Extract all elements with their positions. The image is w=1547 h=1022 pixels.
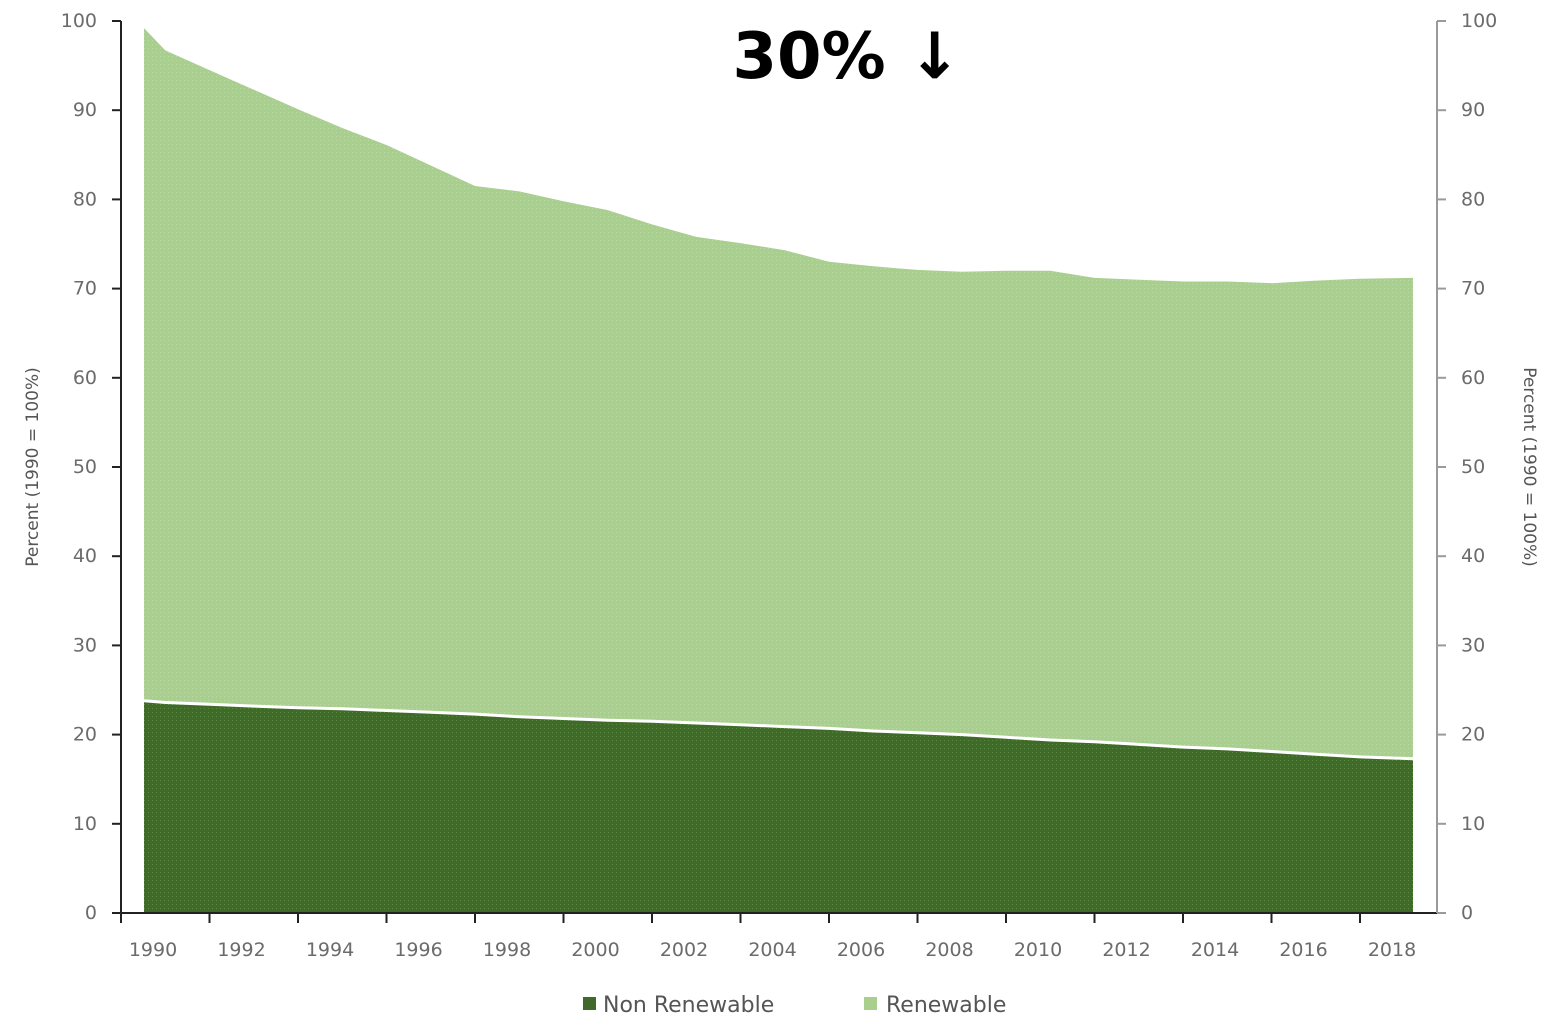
- x-ticks: 1990 1992 1994 1996 1998 2000 2002 2004 2006 2008…: [120, 913, 1416, 961]
- x-tick-label: 1990: [129, 939, 177, 961]
- x-tick-label: 2012: [1102, 939, 1150, 961]
- legend-swatch-renewable: [864, 997, 877, 1010]
- x-tick-label: 2018: [1368, 939, 1416, 961]
- x-tick-label: 2008: [925, 939, 973, 961]
- right-y-tick-label: 50: [1461, 456, 1485, 478]
- right-y-tick-label: 70: [1461, 278, 1485, 300]
- x-tick-label: 1992: [217, 939, 265, 961]
- x-tick-label: 2000: [571, 939, 619, 961]
- right-y-tick-label: 40: [1461, 545, 1485, 567]
- plot-area: [143, 28, 1414, 914]
- x-tick-label: 2014: [1191, 939, 1239, 961]
- x-tick-label: 2010: [1014, 939, 1062, 961]
- left-y-tick-label: 30: [73, 634, 97, 656]
- right-y-tick-label: 90: [1461, 99, 1485, 121]
- left-y-tick-label: 10: [73, 813, 97, 835]
- left-y-tick-label: 50: [73, 456, 97, 478]
- legend: Non Renewable Renewable: [583, 993, 1006, 1018]
- left-y-tick-label: 0: [85, 902, 97, 924]
- headline-reduction: 30% ↓: [732, 20, 961, 94]
- right-y-axis-title: Percent (1990 = 100%): [1519, 367, 1539, 567]
- x-tick-label: 1994: [306, 939, 354, 961]
- left-y-tick-label: 40: [73, 545, 97, 567]
- left-y-tick-label: 100: [61, 10, 97, 32]
- right-y-tick-label: 100: [1461, 10, 1497, 32]
- series-boundary-line: [143, 699, 1414, 761]
- x-tick-label: 1998: [483, 939, 531, 961]
- x-tick-label: 2006: [837, 939, 885, 961]
- left-y-ticks: 0 10 20 30 40 50 60 70 80 90 100: [61, 10, 121, 924]
- right-y-tick-label: 60: [1461, 367, 1485, 389]
- x-tick-label: 2016: [1279, 939, 1327, 961]
- series-area-renewable: [144, 28, 1413, 914]
- right-y-tick-label: 30: [1461, 634, 1485, 656]
- left-y-tick-label: 90: [73, 99, 97, 121]
- x-tick-label: 2004: [748, 939, 796, 961]
- right-y-ticks: 0 10 20 30 40 50 60 70 80 90 100: [1437, 10, 1497, 924]
- legend-swatch-non-renewable: [583, 997, 596, 1010]
- left-y-tick-label: 80: [73, 188, 97, 210]
- right-y-tick-label: 80: [1461, 188, 1485, 210]
- legend-label-non-renewable: Non Renewable: [603, 993, 774, 1018]
- left-y-tick-label: 20: [73, 724, 97, 746]
- right-y-tick-label: 0: [1461, 902, 1473, 924]
- x-tick-label: 2002: [660, 939, 708, 961]
- right-y-tick-label: 10: [1461, 813, 1485, 835]
- left-y-tick-label: 60: [73, 367, 97, 389]
- axes: 0 10 20 30 40 50 60 70 80 90 100 0 10 20 30 40 50 60 70 80…: [61, 10, 1498, 961]
- series-area-non-renewable: [144, 700, 1413, 913]
- left-y-axis-title: Percent (1990 = 100%): [23, 367, 43, 567]
- right-y-tick-label: 20: [1461, 724, 1485, 746]
- left-y-tick-label: 70: [73, 278, 97, 300]
- x-tick-label: 1996: [394, 939, 442, 961]
- legend-label-renewable: Renewable: [886, 993, 1006, 1018]
